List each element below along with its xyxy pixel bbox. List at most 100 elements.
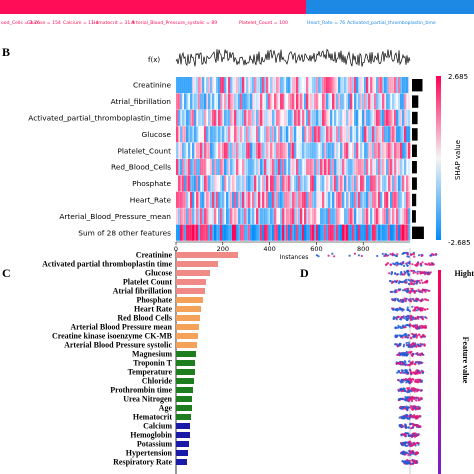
swarm-point [404,399,407,402]
heatmap-cell [386,224,389,241]
heatmap-cell [384,93,387,110]
heatmap-cell [238,208,241,225]
swarm-point [421,270,424,274]
heatmap-cell [272,142,275,159]
strip-feature-label: Platelet_Count = 100 [239,20,288,26]
swarm-point [424,325,427,328]
heatmap-cell [308,109,311,126]
swarm-point [417,405,420,408]
heatmap-cell [338,77,341,94]
heatmap-cell [354,142,357,159]
heatmap-cell [354,126,357,143]
heatmap-cell [234,126,237,143]
shap-heatmap [176,77,411,241]
heatmap-cell [380,126,383,143]
strip-feature-label: Hematocrit = 31.4 [92,20,135,26]
heatmap-cell [252,159,255,176]
heatmap-cell [232,224,235,241]
heatmap-cell [346,142,349,159]
heatmap-cell [212,109,215,126]
bar-label: Arterial Blood Pressure mean [70,323,172,332]
heatmap-cell [182,208,185,225]
heatmap-cell [218,224,221,241]
heatmap-cell [214,93,217,110]
heatmap-cell [354,93,357,110]
heatmap-cell [360,159,363,176]
swarm-point [406,406,409,410]
swarm-point [406,253,409,256]
swarm-point [402,405,405,409]
heatmap-cell [378,208,381,225]
heatmap-cell [348,175,351,192]
importance-bar [176,261,218,267]
heatmap-cell [312,208,315,225]
heatmap-cell [224,192,226,208]
heatmap-cell [204,77,206,93]
heatmap-cell [276,109,279,126]
swarm-point [403,343,406,346]
heatmap-cell [230,126,233,143]
heatmap-cell [260,93,263,110]
heatmap-cell [312,93,315,110]
swarm-point [405,316,408,319]
swarm-point [408,273,411,276]
heatmap-cell [346,191,349,208]
swarm-point [416,424,419,427]
heatmap-cell [294,109,297,126]
heatmap-cell [308,175,310,191]
swarm-point [417,254,421,257]
heatmap-cell [378,126,381,143]
heatmap-cell [362,109,365,126]
swarm-point [401,381,404,384]
swarm-point [404,369,407,372]
importance-bar [176,252,238,258]
heatmap-cell [392,126,395,143]
heatmap-cell [252,126,255,143]
bar-label: Atrial fibrillation [113,287,173,296]
heatmap-cell [222,126,225,143]
heatmap-cell [334,159,337,176]
heatmap-cell [208,208,211,225]
heatmap-cell [364,77,367,94]
heatmap-cell [280,175,283,192]
swarm-point [420,264,423,267]
swarm-point [402,315,405,318]
heatmap-cell [372,93,375,110]
swarm-point [397,308,400,311]
importance-bar [176,306,201,312]
heatmap-cell [332,224,335,241]
heatmap-cell [176,77,179,94]
heatmap-cell [390,175,393,192]
swarm-point [409,453,412,456]
heatmap-cell [260,109,263,126]
heatmap-cell [256,224,259,241]
heatmap-cell [274,77,277,94]
heatmap-cell [298,191,301,208]
heatmap-cell [232,93,235,110]
swarm-point [402,416,406,419]
swarm-point [409,315,412,318]
heatmap-cell [362,143,364,159]
swarm-point [403,333,406,336]
heatmap-cell [404,175,407,192]
swarm-point [395,261,398,264]
swarm-point [391,307,394,310]
heatmap-cell [396,224,399,241]
heatmap-cell [330,93,333,110]
heatmap-cell [182,109,185,126]
swarm-point [396,273,399,276]
heatmap-cell [210,175,213,192]
heatmap-cell [284,208,287,225]
swarm-point [394,272,397,275]
heatmap-cell [370,159,373,176]
heatmap-importance-bar [412,210,416,223]
swarm-point [406,255,409,258]
swarm-point [410,287,413,290]
heatmap-cell [402,109,405,126]
heatmap-cell [266,126,269,143]
heatmap-cell [294,175,297,192]
heatmap-cell [244,77,247,94]
heatmap-cell [314,77,317,94]
heatmap-x-tick-label: 600 [310,245,322,253]
heatmap-cell [306,224,309,241]
